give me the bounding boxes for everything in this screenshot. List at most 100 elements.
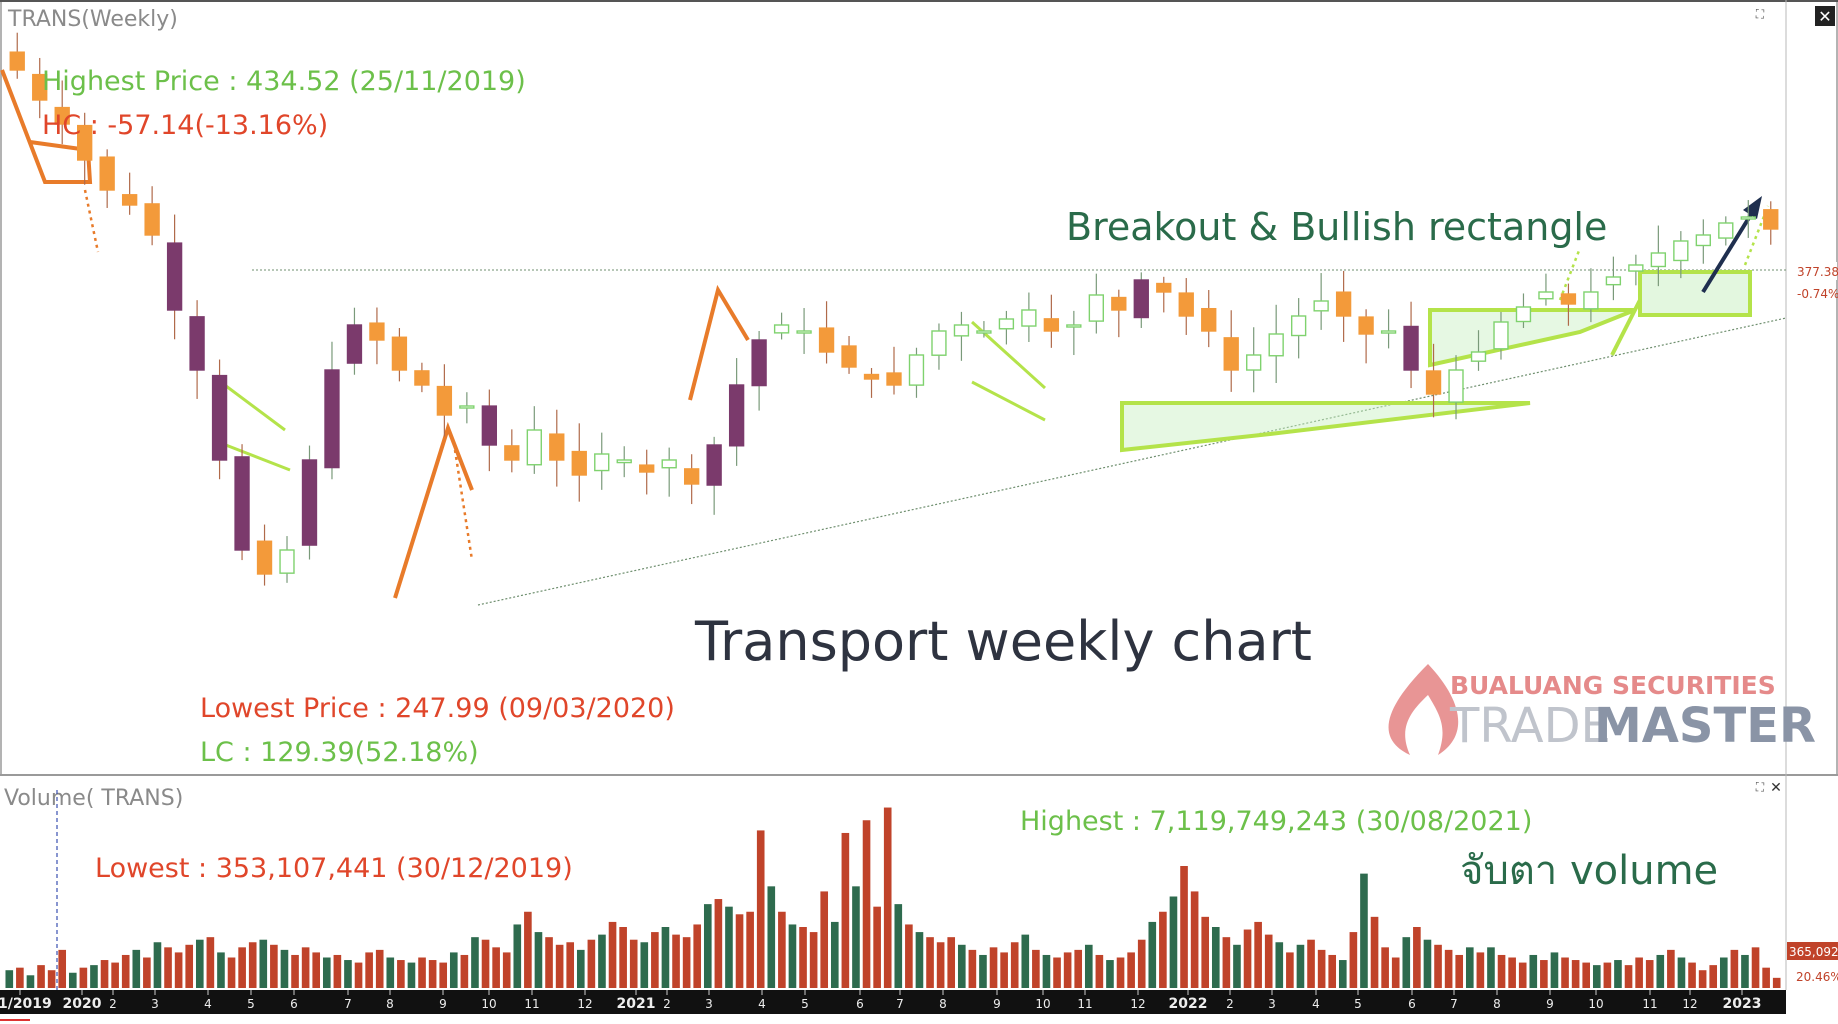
- candle-body: [796, 330, 812, 334]
- volume-bar: [344, 960, 352, 988]
- volume-bar: [90, 965, 98, 988]
- x-tick-label: 7: [896, 997, 904, 1011]
- volume-bar: [619, 927, 627, 988]
- candle-body: [1515, 306, 1532, 323]
- volume-bar: [153, 942, 162, 988]
- volume-bar: [566, 942, 575, 988]
- pattern-link: [1610, 299, 1642, 356]
- volume-bar: [608, 921, 617, 988]
- candle-body: [324, 369, 340, 469]
- up-arrow-icon: [1701, 196, 1762, 294]
- volume-bar: [703, 904, 712, 988]
- volume-bar: [693, 924, 702, 988]
- candle-body: [1650, 252, 1667, 268]
- volume-bar: [545, 937, 553, 988]
- lc-label: LC : 129.39(52.18%): [200, 737, 479, 768]
- candle-body: [594, 453, 610, 472]
- volume-bar: [1624, 965, 1633, 988]
- logo-line2b: MASTER: [1594, 698, 1816, 754]
- volume-bar: [1561, 957, 1569, 988]
- candle-body: [1583, 291, 1599, 310]
- uptrend-dotted-line: [477, 317, 1787, 606]
- volume-bar: [238, 947, 246, 988]
- volume-bar: [1116, 957, 1125, 988]
- candle-body: [1201, 307, 1217, 332]
- volume-bar: [576, 949, 585, 988]
- volume-bar: [926, 937, 934, 988]
- volume-bar: [37, 965, 45, 988]
- volume-bar: [365, 952, 373, 988]
- last-change-tag: -0.74%: [1797, 287, 1838, 301]
- volume-maximize-icon[interactable]: ⛶: [1755, 780, 1765, 794]
- dotted-projection-1: [1558, 247, 1582, 301]
- volume-bar: [1000, 952, 1008, 988]
- volume-bar: [830, 921, 839, 988]
- volume-bar: [936, 942, 945, 988]
- volume-close-icon[interactable]: ✕: [1770, 780, 1782, 796]
- x-tick-label: 7: [344, 997, 352, 1011]
- volume-bar: [1042, 954, 1051, 988]
- volume-bar: [100, 960, 109, 988]
- candle-body: [1380, 330, 1397, 334]
- volume-bar: [735, 914, 744, 988]
- volume-bar: [143, 957, 151, 988]
- volume-bar: [1148, 921, 1157, 988]
- volume-bar: [1328, 954, 1337, 988]
- volume-bar: [714, 899, 723, 988]
- x-tick-label: 9: [993, 997, 1001, 1011]
- volume-bar: [217, 952, 225, 988]
- triangle-pattern-2: [1428, 308, 1636, 368]
- close-icon[interactable]: ✕: [1815, 6, 1835, 26]
- x-tick-label: 5: [1354, 997, 1362, 1011]
- zigzag-top-left: [0, 69, 93, 184]
- maximize-icon[interactable]: ⛶: [1755, 7, 1765, 21]
- volume-bar: [862, 820, 871, 988]
- volume-bar: [1190, 891, 1199, 988]
- x-tick-label: 10: [1588, 997, 1603, 1011]
- x-tick-label: 2021: [617, 996, 656, 1012]
- candle-body: [1133, 279, 1149, 319]
- volume-bar: [502, 952, 511, 988]
- candle-body: [1560, 293, 1577, 305]
- volume-bar: [1592, 965, 1601, 988]
- volume-bar: [661, 927, 670, 988]
- volume-bar: [1296, 944, 1305, 988]
- candlestick-series: [9, 32, 1779, 586]
- volume-bar: [957, 944, 966, 988]
- volume-bar: [1603, 962, 1612, 988]
- candle-body: [414, 370, 430, 386]
- volume-bar: [132, 949, 141, 988]
- x-tick-label: 7: [1450, 997, 1458, 1011]
- volume-bar: [555, 944, 564, 988]
- volume-bar: [354, 962, 363, 988]
- volume-bar: [397, 960, 405, 988]
- volume-bar-series: [5, 807, 1781, 988]
- x-tick-label: 3: [1268, 997, 1276, 1011]
- volume-bar: [1233, 944, 1241, 988]
- candle-body: [1470, 351, 1487, 362]
- volume-bar: [1698, 970, 1707, 988]
- volume-bar: [68, 972, 77, 988]
- candle-body: [886, 372, 902, 386]
- x-tick-label: 6: [290, 997, 298, 1011]
- bullish-rectangle: [1638, 270, 1752, 317]
- volume-bar: [1201, 916, 1210, 988]
- volume-bar: [1137, 939, 1146, 988]
- volume-bar: [312, 952, 321, 988]
- candle-body: [931, 330, 947, 356]
- volume-panel-title: Volume( TRANS): [4, 786, 183, 811]
- volume-bar: [418, 957, 426, 988]
- x-tick-label: 11: [1642, 997, 1657, 1011]
- volume-bar: [1180, 866, 1188, 988]
- x-tick-label: 5: [801, 997, 809, 1011]
- volume-bar: [587, 939, 596, 988]
- bottom-strip: [0, 1014, 1838, 1024]
- x-tick-label: 8: [939, 997, 947, 1011]
- candle-body: [1538, 291, 1554, 300]
- watch-volume-note: จับตา volume: [1460, 848, 1718, 894]
- volume-bar: [1381, 947, 1389, 988]
- volume-bar: [1508, 957, 1516, 988]
- candle-body: [481, 405, 498, 446]
- volume-bar: [788, 924, 797, 988]
- volume-bar: [174, 952, 183, 988]
